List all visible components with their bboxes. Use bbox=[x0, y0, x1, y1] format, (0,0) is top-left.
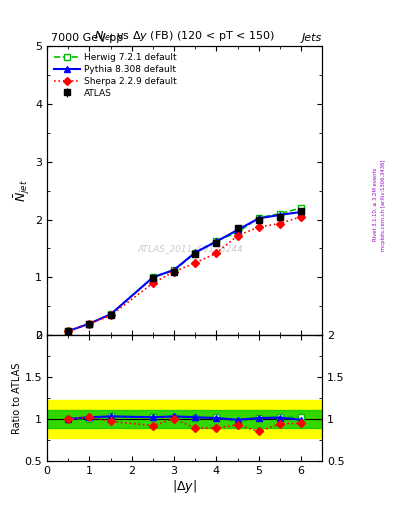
Line: Sherpa 2.2.9 default: Sherpa 2.2.9 default bbox=[66, 214, 304, 334]
Bar bbox=[47, 410, 322, 428]
Pythia 8.308 default bbox=[66, 328, 71, 334]
Pythia 8.308 default bbox=[256, 215, 261, 221]
Legend: Herwig 7.2.1 default, Pythia 8.308 default, Sherpa 2.2.9 default, ATLAS: Herwig 7.2.1 default, Pythia 8.308 defau… bbox=[51, 51, 180, 101]
Herwig 7.2.1 default bbox=[256, 215, 261, 221]
Herwig 7.2.1 default bbox=[172, 267, 176, 273]
Sherpa 2.2.9 default bbox=[66, 328, 71, 334]
Pythia 8.308 default bbox=[277, 212, 282, 218]
Sherpa 2.2.9 default bbox=[87, 321, 92, 327]
Herwig 7.2.1 default bbox=[193, 250, 198, 256]
Pythia 8.308 default bbox=[108, 311, 113, 317]
Herwig 7.2.1 default bbox=[277, 210, 282, 217]
Pythia 8.308 default bbox=[172, 267, 176, 273]
Sherpa 2.2.9 default bbox=[299, 214, 303, 220]
Sherpa 2.2.9 default bbox=[277, 221, 282, 227]
X-axis label: $|\Delta y|$: $|\Delta y|$ bbox=[172, 478, 197, 496]
Sherpa 2.2.9 default bbox=[193, 260, 198, 266]
Pythia 8.308 default bbox=[235, 227, 240, 233]
Herwig 7.2.1 default bbox=[87, 321, 92, 327]
Sherpa 2.2.9 default bbox=[108, 312, 113, 318]
Sherpa 2.2.9 default bbox=[172, 268, 176, 274]
Pythia 8.308 default bbox=[214, 239, 219, 245]
Text: Rivet 3.1.10, ≥ 3.2M events: Rivet 3.1.10, ≥ 3.2M events bbox=[373, 168, 378, 242]
Sherpa 2.2.9 default bbox=[151, 280, 155, 286]
Text: mcplots.cern.ch [arXiv:1306.3436]: mcplots.cern.ch [arXiv:1306.3436] bbox=[381, 159, 386, 250]
Title: $N_{jet}$ vs $\Delta y$ (FB) (120 < pT < 150): $N_{jet}$ vs $\Delta y$ (FB) (120 < pT <… bbox=[94, 30, 275, 46]
Pythia 8.308 default bbox=[193, 249, 198, 255]
Text: ATLAS_2011_S9126244: ATLAS_2011_S9126244 bbox=[137, 244, 243, 253]
Herwig 7.2.1 default bbox=[151, 274, 155, 281]
Herwig 7.2.1 default bbox=[299, 205, 303, 211]
Text: Jets: Jets bbox=[302, 33, 322, 44]
Line: Herwig 7.2.1 default: Herwig 7.2.1 default bbox=[65, 204, 305, 334]
Sherpa 2.2.9 default bbox=[235, 232, 240, 239]
Sherpa 2.2.9 default bbox=[214, 250, 219, 256]
Y-axis label: $\bar{N}_{jet}$: $\bar{N}_{jet}$ bbox=[13, 179, 32, 202]
Herwig 7.2.1 default bbox=[66, 328, 71, 334]
Pythia 8.308 default bbox=[299, 209, 303, 215]
Herwig 7.2.1 default bbox=[214, 238, 219, 244]
Herwig 7.2.1 default bbox=[235, 229, 240, 236]
Herwig 7.2.1 default bbox=[108, 311, 113, 317]
Line: Pythia 8.308 default: Pythia 8.308 default bbox=[65, 208, 305, 334]
Bar bbox=[47, 400, 322, 438]
Text: 7000 GeV pp: 7000 GeV pp bbox=[51, 33, 123, 44]
Sherpa 2.2.9 default bbox=[256, 224, 261, 230]
Pythia 8.308 default bbox=[151, 274, 155, 281]
Pythia 8.308 default bbox=[87, 321, 92, 327]
Y-axis label: Ratio to ATLAS: Ratio to ATLAS bbox=[12, 362, 22, 434]
